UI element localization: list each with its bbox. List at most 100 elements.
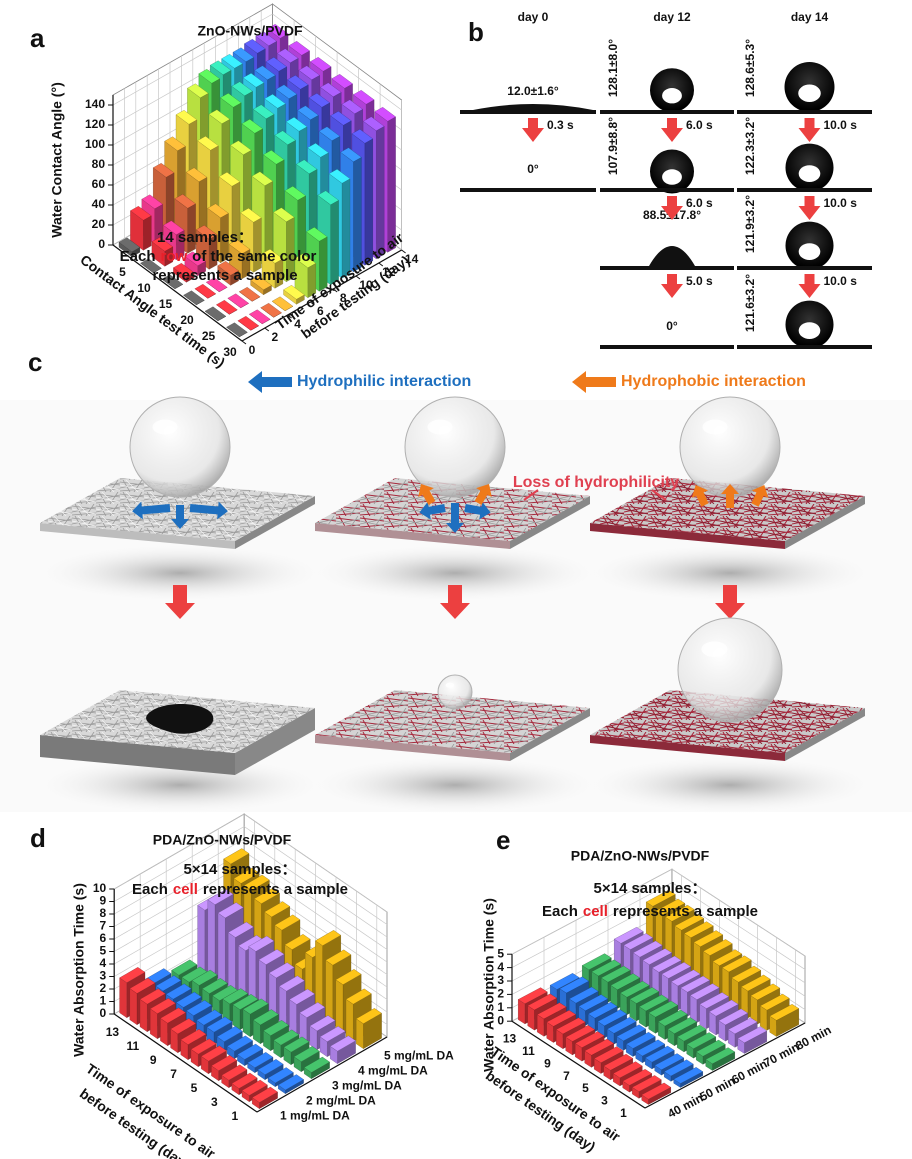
bar-side <box>143 215 152 251</box>
bar-top <box>274 914 301 931</box>
bar-top <box>263 150 285 165</box>
bar-top <box>705 1047 736 1064</box>
mat-side <box>510 496 590 549</box>
transition-arrow <box>715 585 745 619</box>
bar-top <box>226 322 248 337</box>
y-tick-label: 7 <box>100 919 107 933</box>
time-arrow <box>798 196 821 220</box>
bar-top <box>306 227 328 242</box>
transition-arrow <box>440 585 470 619</box>
bar-top <box>555 1017 586 1035</box>
x-axis <box>112 244 243 342</box>
bar-side <box>364 138 373 266</box>
bar-top <box>252 1009 279 1026</box>
annotation-part: Each <box>132 881 168 898</box>
mat-side <box>40 735 235 775</box>
bar-top <box>731 965 762 983</box>
contact-angle: 128.1±8.0° <box>606 39 620 97</box>
bar-top <box>559 976 590 994</box>
y-tick-label: 2 <box>497 987 504 1001</box>
annotation-part: of the same color <box>192 248 316 265</box>
bar-top <box>268 962 295 979</box>
bar-top <box>119 967 146 983</box>
substrate <box>460 188 596 192</box>
bar-top <box>289 988 316 1005</box>
transition-arrow <box>165 585 195 619</box>
bar-top <box>294 253 317 268</box>
grid-line <box>511 909 673 995</box>
panel-label: b <box>468 17 484 47</box>
bar-top <box>298 65 320 80</box>
annotation: Loss of hydrophilicity <box>513 474 679 491</box>
bar-front <box>356 1018 364 1049</box>
x-tick-label: 9 <box>150 1053 157 1067</box>
bar-top <box>297 105 319 120</box>
bar-top <box>317 190 339 205</box>
droplet <box>129 396 231 498</box>
bar-top <box>536 1002 567 1020</box>
bar-top <box>264 901 291 918</box>
elapsed-time: 6.0 s <box>686 118 713 132</box>
bar-top <box>222 988 249 1005</box>
bar <box>140 258 162 273</box>
mat-side <box>590 523 785 549</box>
bar <box>174 194 196 254</box>
bar-top <box>591 959 622 977</box>
bar-top <box>237 1043 264 1060</box>
bar-top <box>196 1009 223 1026</box>
bar <box>206 277 228 292</box>
bar-top <box>721 955 752 973</box>
bar-top <box>740 974 771 992</box>
bar-top <box>251 171 274 186</box>
bar-top <box>267 1067 294 1084</box>
bar <box>769 1004 800 1037</box>
substrate <box>600 110 734 114</box>
y-tick-label: 80 <box>92 157 106 171</box>
y-tick-label: 0 <box>100 1006 107 1020</box>
elapsed-time: 10.0 s <box>824 274 858 288</box>
bar-top <box>230 140 252 155</box>
bar-top <box>593 1046 624 1063</box>
z-tick-label: 14 <box>405 252 419 266</box>
shadow <box>305 543 605 603</box>
bar <box>237 316 260 331</box>
bar-front <box>139 999 148 1032</box>
bar-top <box>184 251 206 266</box>
bar-top <box>622 1069 653 1086</box>
z-tick-label: 6 <box>317 304 324 318</box>
bar-top <box>663 1059 694 1077</box>
annotation: Each cell represents a sample <box>132 881 348 898</box>
bar-top <box>759 993 790 1011</box>
bar-top <box>670 969 701 987</box>
mat-side <box>785 496 865 549</box>
y-tick-label: 40 <box>92 197 106 211</box>
annotation-part: represents a sample <box>203 881 348 898</box>
bar-top <box>206 1016 233 1033</box>
bar-top <box>648 1000 679 1018</box>
bar-top <box>151 237 174 252</box>
bar-top <box>318 126 341 141</box>
y-tick-label: 4 <box>100 956 107 970</box>
bar-top <box>155 975 182 992</box>
bar-top <box>206 277 228 292</box>
bar-top <box>549 973 580 990</box>
substrate <box>600 345 734 349</box>
bar-top <box>319 1026 346 1042</box>
droplet-highlight <box>798 165 821 183</box>
z-tick-label: 8 <box>340 291 347 305</box>
bar-top <box>737 1026 768 1043</box>
bar-top <box>201 978 228 994</box>
bar-top <box>130 206 152 221</box>
annotation-part: cell <box>173 881 198 898</box>
bar-top <box>164 136 186 151</box>
series-label: 3 mg/mL DA <box>332 1079 402 1093</box>
mat-side <box>235 496 315 549</box>
bar-top <box>233 867 260 884</box>
bar-top <box>165 983 192 1000</box>
bar-top <box>568 986 599 1004</box>
x-tick-label: 1 <box>620 1106 627 1120</box>
x-axis <box>113 1013 258 1113</box>
bar-top <box>695 1039 726 1057</box>
bar-top <box>227 921 254 938</box>
bar-top <box>352 90 375 105</box>
